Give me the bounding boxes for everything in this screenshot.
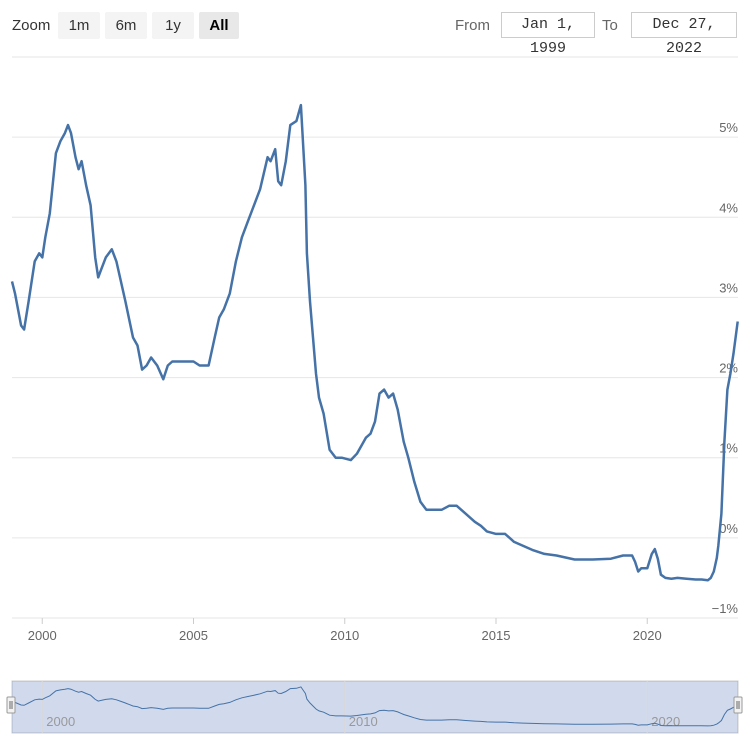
y-tick-label: 3% — [719, 280, 738, 295]
navigator[interactable]: 2000 2010 2020 — [6, 680, 743, 734]
x-tick-label: 2015 — [482, 628, 511, 643]
navigator-right-handle[interactable] — [733, 696, 743, 714]
series-line — [10, 103, 739, 582]
x-tick-label: 2000 — [28, 628, 57, 643]
y-tick-label: 4% — [719, 200, 738, 215]
zoom-1y-button[interactable]: 1y — [152, 12, 194, 39]
y-tick-label: 5% — [719, 120, 738, 135]
zoom-label: Zoom — [12, 17, 51, 34]
from-label: From — [455, 17, 490, 34]
y-tick-label: 1% — [719, 441, 738, 456]
x-tick-label: 2005 — [179, 628, 208, 643]
grid-lines — [12, 136, 738, 619]
zoom-all-button[interactable]: All — [199, 12, 239, 39]
navigator-left-handle[interactable] — [6, 696, 16, 714]
navigator-tick-label: 2020 — [651, 714, 680, 729]
range-selector-toolbar: Zoom 1m 6m 1y All From Jan 1, 1999 To De… — [0, 0, 750, 57]
navigator-series-line — [11, 686, 738, 727]
navigator-tick-label: 2010 — [349, 714, 378, 729]
to-date-input[interactable]: Dec 27, 2022 — [631, 12, 737, 57]
y-tick-label: 2% — [719, 361, 738, 376]
from-date-input[interactable]: Jan 1, 1999 — [501, 12, 595, 57]
navigator-tick-label: 2000 — [46, 714, 75, 729]
y-tick-label: −1% — [712, 601, 739, 616]
navigator-grid — [41, 681, 648, 733]
x-tick-label: 2020 — [633, 628, 662, 643]
x-axis-ticks: 2000 2005 2010 2015 2020 — [28, 618, 662, 643]
zoom-1m-button[interactable]: 1m — [58, 12, 100, 39]
x-tick-label: 2010 — [330, 628, 359, 643]
navigator-ticks: 2000 2010 2020 — [46, 714, 680, 729]
y-axis-ticks: −1% 0% 1% 2% 3% 4% 5% — [712, 120, 739, 616]
y-tick-label: 0% — [719, 521, 738, 536]
to-label: To — [602, 17, 618, 34]
zoom-6m-button[interactable]: 6m — [105, 12, 147, 39]
